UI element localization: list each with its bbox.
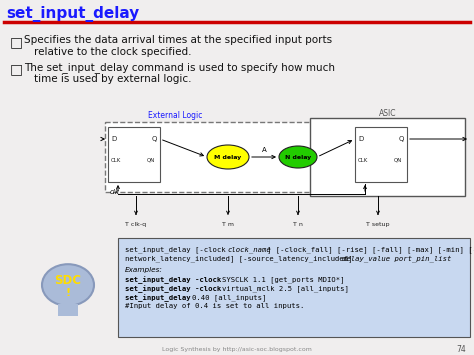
Text: clk: clk bbox=[110, 189, 120, 195]
Text: □: □ bbox=[10, 62, 23, 76]
Text: Q: Q bbox=[399, 136, 404, 142]
Ellipse shape bbox=[42, 264, 94, 306]
FancyBboxPatch shape bbox=[310, 118, 465, 196]
Text: relative to the clock specified.: relative to the clock specified. bbox=[34, 47, 191, 57]
FancyBboxPatch shape bbox=[105, 122, 345, 192]
Text: ASIC: ASIC bbox=[379, 109, 397, 118]
Text: SYSCLK 1.1 [get_ports MDIO*]: SYSCLK 1.1 [get_ports MDIO*] bbox=[222, 276, 345, 283]
Text: T n: T n bbox=[293, 222, 303, 227]
Text: D: D bbox=[111, 136, 116, 142]
Ellipse shape bbox=[279, 146, 317, 168]
Text: M delay: M delay bbox=[214, 154, 242, 159]
Text: D: D bbox=[358, 136, 363, 142]
Text: set_input_delay: set_input_delay bbox=[125, 294, 195, 302]
Text: Logic Synthesis by http://asic-soc.blogspot.com: Logic Synthesis by http://asic-soc.blogs… bbox=[162, 348, 312, 353]
Text: !: ! bbox=[65, 288, 71, 298]
Text: time is used by external logic.: time is used by external logic. bbox=[34, 74, 191, 84]
Text: QN: QN bbox=[147, 158, 155, 163]
FancyBboxPatch shape bbox=[58, 304, 78, 316]
Ellipse shape bbox=[207, 145, 249, 169]
FancyBboxPatch shape bbox=[118, 238, 470, 337]
Text: delay_value port_pin_list: delay_value port_pin_list bbox=[342, 255, 451, 262]
Text: N delay: N delay bbox=[285, 154, 311, 159]
Text: T clk-q: T clk-q bbox=[126, 222, 146, 227]
Text: A: A bbox=[262, 147, 266, 153]
Text: Specifies the data arrival times at the specified input ports: Specifies the data arrival times at the … bbox=[24, 35, 332, 45]
FancyBboxPatch shape bbox=[355, 127, 407, 182]
Text: CLK: CLK bbox=[111, 158, 121, 163]
Text: set_input_delay [-clock: set_input_delay [-clock bbox=[125, 246, 230, 253]
Text: 74: 74 bbox=[456, 345, 466, 355]
Text: Q: Q bbox=[152, 136, 157, 142]
Text: clock_name: clock_name bbox=[227, 246, 271, 253]
Text: T m: T m bbox=[222, 222, 234, 227]
Text: The set_input_delay command is used to specify how much: The set_input_delay command is used to s… bbox=[24, 62, 335, 73]
Text: set_input_delay -clock: set_input_delay -clock bbox=[125, 276, 226, 284]
Text: CLK: CLK bbox=[358, 158, 368, 163]
Text: virtual_mclk 2.5 [all_inputs]: virtual_mclk 2.5 [all_inputs] bbox=[222, 285, 349, 292]
FancyBboxPatch shape bbox=[108, 127, 160, 182]
Text: ] [-clock_fall] [-rise] [-fall] [-max] [-min] [-add_delay] [-: ] [-clock_fall] [-rise] [-fall] [-max] [… bbox=[267, 246, 474, 253]
Text: □: □ bbox=[10, 35, 23, 49]
Text: QN: QN bbox=[394, 158, 402, 163]
Text: SDC: SDC bbox=[55, 274, 82, 288]
Text: network_latency_included] [-source_latency_included]: network_latency_included] [-source_laten… bbox=[125, 255, 357, 262]
Text: set_input_delay -clock: set_input_delay -clock bbox=[125, 285, 226, 293]
Text: T setup: T setup bbox=[366, 222, 390, 227]
Text: 0.40 [all_inputs]: 0.40 [all_inputs] bbox=[192, 294, 266, 301]
Text: #Input delay of 0.4 is set to all inputs.: #Input delay of 0.4 is set to all inputs… bbox=[125, 303, 304, 309]
Text: External Logic: External Logic bbox=[148, 111, 202, 120]
Text: Examples:: Examples: bbox=[125, 267, 163, 273]
Text: set_input_delay: set_input_delay bbox=[6, 6, 139, 22]
